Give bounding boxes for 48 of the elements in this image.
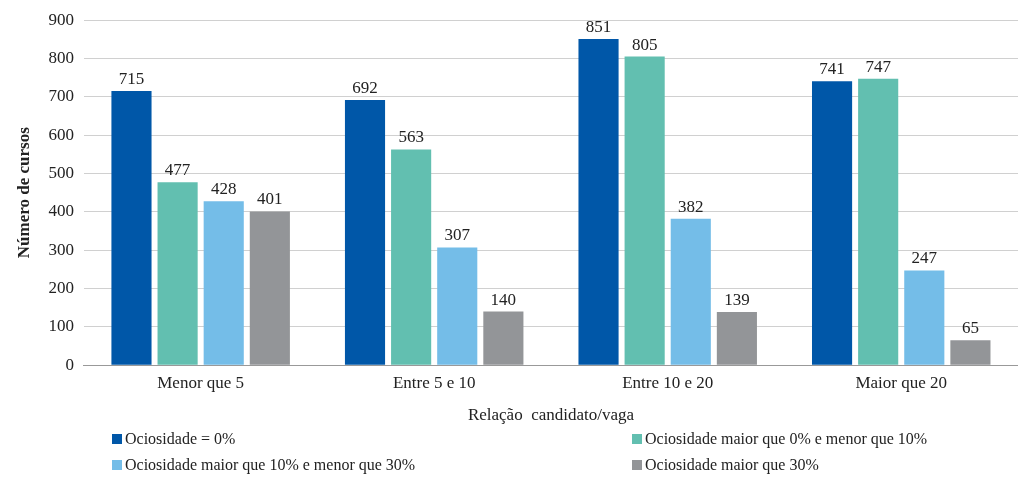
data-label: 247 [911,248,938,268]
y-tick-label: 300 [48,239,74,259]
bar [437,247,478,365]
bar [811,81,853,365]
data-label: 563 [398,127,424,147]
data-label: 140 [490,289,517,309]
y-axis-title: Número de cursos [13,126,33,259]
y-tick-label: 200 [48,278,74,297]
data-label: 401 [257,189,283,209]
data-label: 851 [585,16,612,36]
data-label: 65 [961,318,979,338]
y-tick-label: 700 [48,86,74,106]
data-label: 477 [164,160,191,180]
data-label: 428 [210,179,237,199]
legend-label: Ociosidade maior que 0% e menor que 10% [644,430,929,448]
data-label: 805 [631,34,658,54]
bar [904,270,945,365]
bar [111,91,152,365]
y-tick-label: 800 [48,48,74,67]
x-tick-label: Maior que 20 [855,372,948,392]
y-tick-label: 500 [48,163,74,182]
legend-label: Ociosidade maior que 30% [644,456,820,474]
y-tick-label: 400 [48,201,74,221]
data-label: 741 [819,59,845,79]
bar [858,78,899,365]
bar [157,182,198,365]
bar [391,149,432,365]
x-axis-title: Relação candidato/vaga [467,405,635,425]
y-tick-label: 600 [48,124,74,144]
data-label: 382 [678,196,704,216]
bar [344,99,386,365]
legend-label: Ociosidade = 0% [124,430,237,448]
y-tick-label: 100 [48,316,74,336]
x-tick-label: Entre 10 e 20 [622,372,714,392]
bar [670,218,711,365]
data-label: 307 [444,225,471,245]
x-tick-label: Menor que 5 [157,372,245,392]
legend-label: Ociosidade maior que 10% e menor que 30% [124,456,417,474]
bar [624,56,665,365]
data-label: 747 [865,56,892,76]
x-tick-label: Entre 5 e 10 [392,372,476,392]
data-label: 139 [724,289,750,309]
bar [578,38,619,365]
bar [203,201,244,365]
data-label: 692 [352,77,378,97]
y-tick-label: 0 [65,354,74,374]
data-label: 715 [118,69,145,89]
y-tick-label: 900 [48,9,74,29]
